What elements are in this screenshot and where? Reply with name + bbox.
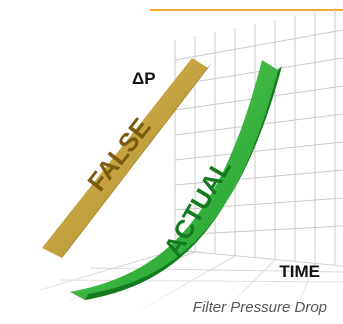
- ribbon-label: ACTUAL: [157, 154, 236, 262]
- y-axis-label: ΔP: [132, 69, 156, 88]
- x-axis-label: TIME: [279, 262, 320, 281]
- illustration: FALSE ACTUAL ΔP TIME Filter Pressure Dro…: [0, 0, 343, 324]
- ribbon-label: FALSE: [81, 112, 156, 197]
- caption: Filter Pressure Drop: [193, 299, 327, 316]
